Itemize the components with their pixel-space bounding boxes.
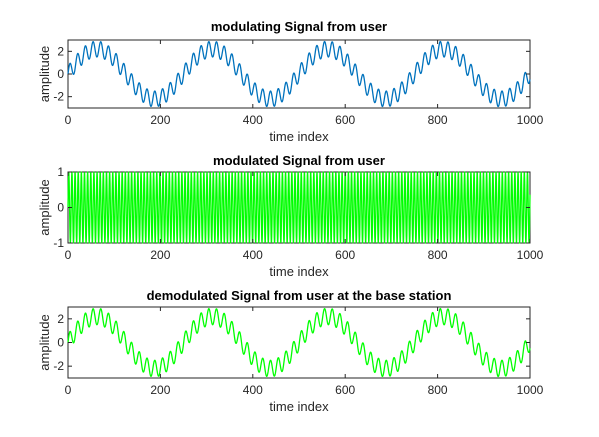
series-line — [67, 307, 531, 378]
y-tick-label: 0 — [57, 336, 64, 350]
x-tick-label: 1000 — [517, 113, 544, 127]
x-tick-label: 0 — [65, 383, 72, 397]
y-tick-label: 2 — [57, 44, 64, 58]
x-axis-label: time index — [269, 264, 329, 279]
y-tick-label: 1 — [57, 165, 64, 179]
y-tick-label: -2 — [53, 359, 64, 373]
x-tick-label: 600 — [335, 248, 355, 262]
chart-title: modulated Signal from user — [213, 153, 385, 168]
series-line — [67, 171, 531, 244]
x-tick-label: 200 — [150, 248, 170, 262]
series-line — [67, 40, 531, 108]
y-tick-label: 0 — [57, 201, 64, 215]
x-tick-label: 800 — [428, 248, 448, 262]
x-axis-label: time index — [269, 129, 329, 144]
x-tick-label: 1000 — [517, 383, 544, 397]
x-tick-label: 600 — [335, 113, 355, 127]
y-tick-label: -1 — [53, 236, 64, 250]
x-tick-label: 400 — [243, 383, 263, 397]
y-tick-label: -2 — [53, 90, 64, 104]
x-tick-label: 800 — [428, 113, 448, 127]
y-tick-label: 0 — [57, 67, 64, 81]
chart-title: modulating Signal from user — [211, 19, 387, 34]
chart-title: demodulated Signal from user at the base… — [147, 288, 452, 303]
x-tick-label: 0 — [65, 248, 72, 262]
x-tick-label: 0 — [65, 113, 72, 127]
y-axis-label: amplitude — [37, 179, 52, 235]
y-tick-label: 2 — [57, 312, 64, 326]
x-tick-label: 400 — [243, 248, 263, 262]
x-tick-label: 200 — [150, 383, 170, 397]
x-tick-label: 200 — [150, 113, 170, 127]
y-axis-label: amplitude — [37, 314, 52, 370]
x-tick-label: 800 — [428, 383, 448, 397]
y-axis-label: amplitude — [37, 46, 52, 102]
x-tick-label: 600 — [335, 383, 355, 397]
x-tick-label: 1000 — [517, 248, 544, 262]
x-tick-label: 400 — [243, 113, 263, 127]
x-axis-label: time index — [269, 399, 329, 414]
